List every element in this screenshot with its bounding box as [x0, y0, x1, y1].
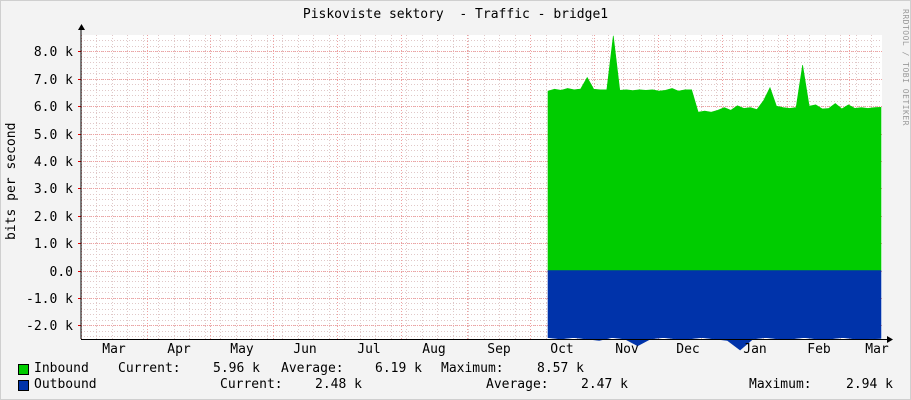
x-tick-label: Oct [550, 342, 573, 357]
legend-inbound-maximum-label: Maximum: [441, 361, 504, 376]
x-tick-label: Jan [743, 342, 766, 357]
y-tick-label: 5.0 k [34, 128, 73, 143]
legend-outbound-maximum-label: Maximum: [749, 377, 812, 392]
y-tick-label: 6.0 k [34, 100, 73, 115]
legend-outbound-average-label: Average: [486, 377, 549, 392]
legend-inbound-current-label: Current: [118, 361, 181, 376]
legend-inbound-average-label: Average: [281, 361, 344, 376]
traffic-chart: 8.0 k 7.0 k 6.0 k 5.0 k 4.0 k 3.0 k 2.0 k 1.0 k… [26, 24, 893, 357]
legend-inbound-current: 5.96 k [213, 361, 260, 376]
x-tick-label: Nov [615, 342, 639, 357]
y-axis-arrow [78, 24, 85, 30]
inbound-swatch [18, 364, 29, 375]
legend-outbound-label: Outbound [34, 377, 97, 392]
y-tick-label: 2.0 k [34, 210, 73, 225]
legend-outbound-current: 2.48 k [315, 377, 362, 392]
x-tick-label: Jun [293, 342, 316, 357]
legend-inbound-average: 6.19 k [375, 361, 422, 376]
x-tick-label: Sep [487, 342, 511, 357]
y-tick-label: -2.0 k [26, 319, 73, 334]
outbound-area [547, 270, 882, 351]
chart-title: Piskoviste sektory - Traffic - bridge1 [302, 7, 609, 22]
x-axis-arrow [887, 336, 893, 343]
y-tick-label: 1.0 k [34, 237, 73, 252]
x-tick-label: Mar [102, 342, 126, 357]
legend: Inbound Current: 5.96 k Average: 6.19 k … [1, 361, 910, 397]
y-tick-label: 4.0 k [34, 155, 73, 170]
legend-row-outbound: Outbound Current: 2.48 k Average: 2.47 k… [1, 377, 910, 393]
y-tick-label: 0.0 [50, 265, 73, 280]
legend-row-inbound: Inbound Current: 5.96 k Average: 6.19 k … [1, 361, 910, 377]
legend-outbound-average: 2.47 k [581, 377, 628, 392]
rrdtool-watermark: RRDTOOL / TOBI OETIKER [901, 9, 910, 126]
y-tick-label: 3.0 k [34, 182, 73, 197]
legend-inbound-label: Inbound [34, 361, 89, 376]
legend-outbound-maximum: 2.94 k [846, 377, 893, 392]
y-tick-label: 7.0 k [34, 73, 73, 88]
x-tick-label: Feb [807, 342, 831, 357]
legend-inbound-maximum: 8.57 k [537, 361, 584, 376]
x-tick-label: Dec [676, 342, 699, 357]
inbound-area [547, 35, 882, 271]
x-tick-label: May [230, 342, 254, 357]
legend-outbound-current-label: Current: [220, 377, 283, 392]
x-tick-label: Mar [865, 342, 889, 357]
outbound-swatch [18, 380, 29, 391]
x-tick-label: Apr [167, 342, 191, 357]
y-tick-label: -1.0 k [26, 292, 73, 307]
y-tick-label: 8.0 k [34, 45, 73, 60]
x-tick-label: Jul [357, 342, 380, 357]
x-tick-label: Aug [422, 342, 445, 357]
